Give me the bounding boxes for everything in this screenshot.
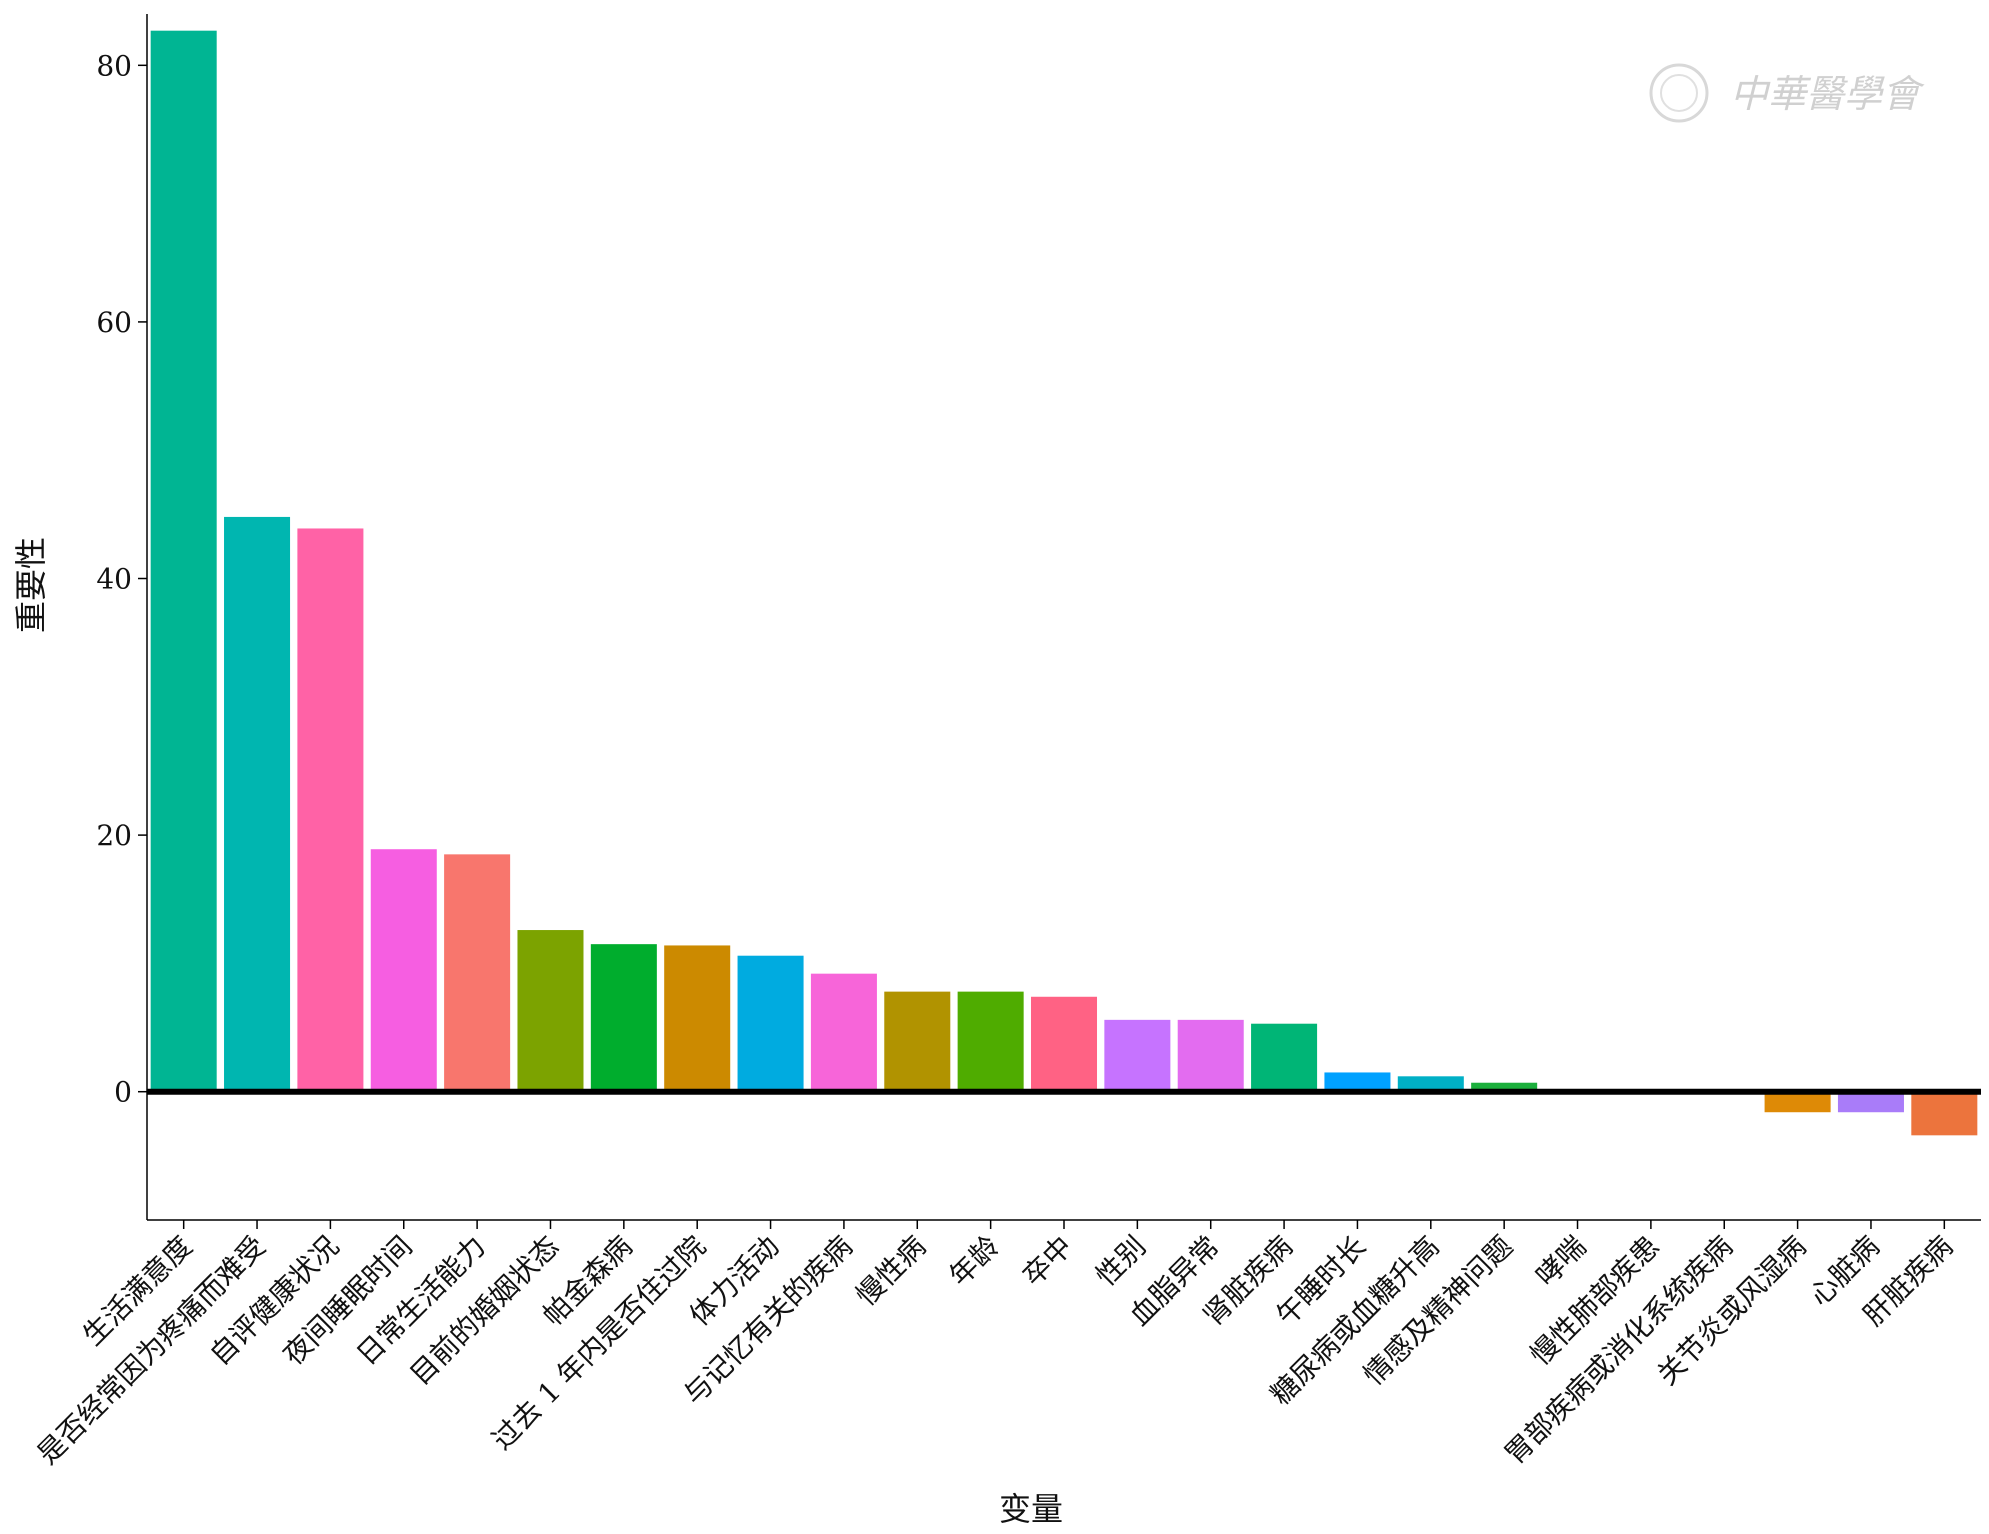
y-ticks: 0 20 40 60 80 xyxy=(96,49,147,1109)
x-tick-label: 卒中 xyxy=(1016,1230,1079,1293)
y-axis-title: 重要性 xyxy=(12,537,50,633)
bar xyxy=(224,516,291,1092)
y-tick-label: 60 xyxy=(96,306,132,339)
x-tick-label: 性别 xyxy=(1089,1230,1152,1293)
watermark-seal-icon xyxy=(1649,63,1709,123)
watermark: 中華醫學會 xyxy=(1649,63,1925,123)
bar xyxy=(664,945,731,1092)
bar xyxy=(810,973,877,1092)
bar xyxy=(297,528,364,1092)
bar xyxy=(1471,1082,1538,1092)
bar xyxy=(737,955,804,1092)
bar xyxy=(1104,1019,1171,1092)
y-tick-label: 0 xyxy=(114,1076,132,1109)
bar xyxy=(1177,1019,1244,1092)
bar xyxy=(1764,1091,1831,1113)
bar xyxy=(1837,1091,1904,1113)
bar xyxy=(957,991,1024,1092)
watermark-seal-inner-icon xyxy=(1660,74,1698,112)
bar xyxy=(1397,1076,1464,1092)
x-ticks: 生活满意度是否经常因为疼痛而难受自评健康状况夜间睡眠时间日常生活能力目前的婚姻状… xyxy=(31,1220,1959,1471)
x-tick-label: 年龄 xyxy=(943,1230,1006,1293)
y-tick-label: 80 xyxy=(96,49,132,82)
bar xyxy=(1324,1072,1391,1092)
watermark-text: 中華醫學會 xyxy=(1730,72,1925,116)
bar xyxy=(1911,1091,1978,1136)
bar xyxy=(517,930,584,1092)
x-tick-label: 慢性病 xyxy=(849,1230,932,1313)
bar xyxy=(150,30,217,1092)
x-axis-title: 变量 xyxy=(999,1490,1063,1528)
bar xyxy=(370,849,437,1092)
bar xyxy=(444,854,511,1092)
y-tick-label: 40 xyxy=(96,563,132,596)
x-tick-label: 哮喘 xyxy=(1530,1230,1593,1293)
bar xyxy=(1030,996,1098,1092)
bar xyxy=(884,991,951,1092)
bar xyxy=(1251,1023,1318,1092)
y-tick-label: 20 xyxy=(96,819,132,852)
bar xyxy=(590,944,657,1092)
bars-layer xyxy=(150,30,1978,1136)
